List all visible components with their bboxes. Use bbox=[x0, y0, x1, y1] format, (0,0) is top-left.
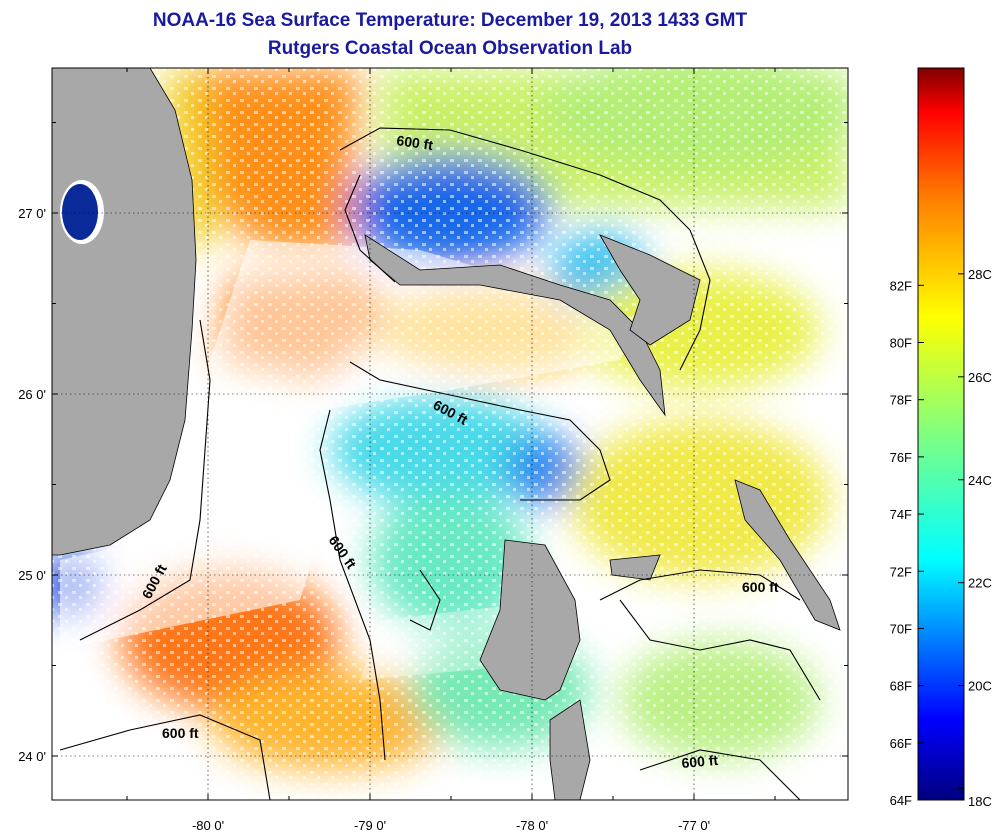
colorbar-f-label-0: 82F bbox=[890, 278, 912, 293]
contour-label-south: 600 ft bbox=[162, 725, 199, 741]
lon-tick-label-0: -80 0' bbox=[192, 818, 224, 833]
graticule bbox=[52, 68, 848, 800]
lat-tick-label-1: 26 0' bbox=[18, 387, 46, 402]
contour-label-southeast: 600 ft bbox=[681, 752, 719, 771]
colorbar bbox=[917, 67, 965, 801]
lon-tick-label-2: -78 0' bbox=[516, 818, 548, 833]
colorbar-c-label-0: 28C bbox=[968, 267, 992, 282]
contour-label-north: 600 ft bbox=[396, 132, 435, 153]
sst-field bbox=[52, 68, 848, 800]
south-andros-land bbox=[549, 699, 591, 800]
lon-tick-label-3: -77 0' bbox=[678, 818, 710, 833]
colorbar-f-label-2: 78F bbox=[890, 393, 912, 408]
abaco-land bbox=[599, 234, 701, 346]
colorbar-c-label-5: 18C bbox=[968, 794, 992, 809]
colorbar-f-label-5: 72F bbox=[890, 564, 912, 579]
colorbar-f-label-4: 74F bbox=[890, 507, 912, 522]
colorbar-f-label-1: 80F bbox=[890, 336, 912, 351]
colorbar-c-label-4: 20C bbox=[968, 679, 992, 694]
lat-tick-label-0: 27 0' bbox=[18, 206, 46, 221]
eleuthera-land bbox=[734, 479, 841, 631]
colorbar-c-label-1: 26C bbox=[968, 370, 992, 385]
colorbar-f-label-7: 68F bbox=[890, 679, 912, 694]
map-frame bbox=[51, 67, 849, 801]
colorbar-f-label-8: 66F bbox=[890, 736, 912, 751]
colorbar-f-label-6: 70F bbox=[890, 621, 912, 636]
colorbar-f-label-3: 76F bbox=[890, 450, 912, 465]
colorbar-c-label-3: 22C bbox=[968, 576, 992, 591]
map-subtitle: Rutgers Coastal Ocean Observation Lab bbox=[267, 38, 633, 59]
contour-label-east: 600 ft bbox=[742, 579, 779, 595]
andros-land bbox=[479, 539, 581, 701]
lake-okeechobee bbox=[62, 184, 98, 240]
lat-tick-label-2: 25 0' bbox=[18, 568, 46, 583]
map-title: NOAA-16 Sea Surface Temperature: Decembe… bbox=[152, 10, 748, 31]
lon-tick-label-1: -79 0' bbox=[354, 818, 386, 833]
depth-contours bbox=[59, 127, 821, 800]
colorbar-f-label-9: 64F bbox=[890, 793, 912, 808]
lat-tick-label-3: 24 0' bbox=[18, 749, 46, 764]
grand-bahama-land bbox=[364, 234, 666, 417]
colorbar-c-label-2: 24C bbox=[968, 473, 992, 488]
